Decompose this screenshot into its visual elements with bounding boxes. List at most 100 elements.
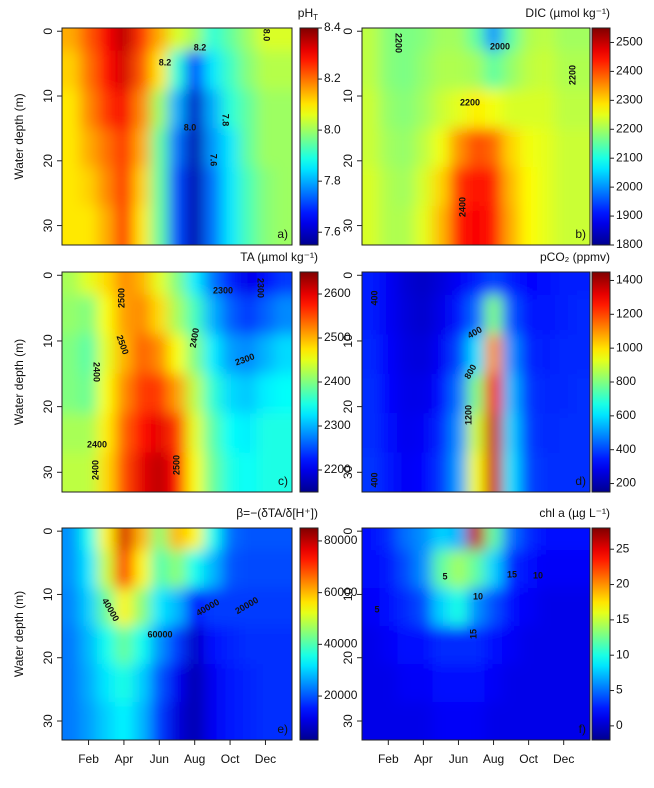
cell bbox=[132, 588, 152, 627]
cell bbox=[185, 206, 205, 245]
cell bbox=[519, 334, 538, 375]
colorbar-tick-label: 2100 bbox=[616, 150, 643, 164]
y-tick-label: 10 bbox=[41, 587, 55, 601]
cell bbox=[397, 626, 416, 665]
cell bbox=[379, 167, 398, 207]
cell bbox=[221, 167, 240, 207]
cell bbox=[467, 272, 486, 296]
cell bbox=[79, 89, 98, 130]
cell bbox=[362, 50, 381, 91]
cell bbox=[203, 702, 222, 740]
heatmap-cells bbox=[62, 28, 292, 245]
cell bbox=[537, 167, 556, 207]
cell bbox=[150, 28, 169, 52]
y-axis-label: Water depth (m) bbox=[12, 339, 26, 425]
cell bbox=[203, 413, 222, 454]
cell bbox=[379, 294, 398, 335]
cell bbox=[414, 588, 433, 627]
cell bbox=[221, 294, 240, 335]
cell bbox=[362, 167, 381, 207]
cell bbox=[221, 272, 240, 296]
cell bbox=[274, 452, 292, 492]
cell bbox=[115, 588, 134, 627]
cell bbox=[537, 89, 556, 130]
cell bbox=[79, 528, 98, 551]
cell bbox=[62, 50, 81, 91]
cell bbox=[379, 89, 398, 130]
cell bbox=[203, 528, 222, 551]
cell bbox=[362, 373, 381, 414]
contour-label: 8.0 bbox=[184, 122, 197, 132]
plot-frame bbox=[361, 527, 591, 741]
cell bbox=[79, 28, 98, 52]
cell bbox=[449, 167, 468, 207]
contour-label: 2500 bbox=[116, 288, 126, 308]
cell bbox=[221, 452, 240, 492]
cell bbox=[537, 702, 556, 740]
cell bbox=[484, 528, 503, 551]
chart-title: chl a (µg L⁻¹) bbox=[539, 506, 610, 520]
cell bbox=[484, 373, 503, 414]
cell bbox=[449, 294, 468, 335]
cell bbox=[572, 588, 590, 627]
cell bbox=[554, 128, 574, 168]
cell bbox=[185, 89, 205, 130]
y-tick-label: 30 bbox=[341, 219, 355, 233]
cell bbox=[97, 167, 116, 207]
cell bbox=[572, 373, 590, 414]
cell bbox=[274, 334, 292, 375]
contour-label: 2300 bbox=[256, 278, 266, 298]
cell bbox=[414, 50, 433, 91]
cell bbox=[185, 626, 205, 665]
cell bbox=[484, 413, 503, 454]
cell bbox=[97, 413, 116, 454]
cell bbox=[132, 452, 152, 492]
cell bbox=[572, 28, 590, 52]
cell bbox=[379, 272, 398, 296]
x-tick-label: Jun bbox=[449, 752, 468, 766]
colorbar-tick-label: 15 bbox=[616, 612, 630, 626]
cell bbox=[238, 413, 258, 454]
cell bbox=[449, 28, 468, 52]
contour-label: 2200 bbox=[567, 65, 577, 85]
cell bbox=[572, 528, 590, 551]
cell bbox=[132, 550, 152, 589]
cell bbox=[554, 294, 574, 335]
cell bbox=[203, 334, 222, 375]
cell bbox=[115, 206, 134, 245]
heatmap bbox=[62, 272, 292, 492]
cell bbox=[397, 167, 416, 207]
cell bbox=[397, 452, 416, 492]
cell bbox=[537, 452, 556, 492]
cell bbox=[379, 334, 398, 375]
cell bbox=[256, 294, 275, 335]
cell bbox=[537, 626, 556, 665]
cell bbox=[519, 702, 538, 740]
chart-title: DIC (µmol kg⁻¹) bbox=[525, 6, 610, 20]
plot-frame bbox=[61, 27, 293, 246]
y-axis-label: Water depth (m) bbox=[12, 93, 26, 179]
cell bbox=[132, 28, 152, 52]
cell bbox=[238, 588, 258, 627]
contour-label: 15 bbox=[507, 569, 517, 579]
cell bbox=[519, 588, 538, 627]
cell bbox=[62, 664, 81, 703]
cell bbox=[554, 413, 574, 454]
colorbar-tick-label: 2400 bbox=[324, 374, 351, 388]
cell bbox=[379, 702, 398, 740]
cell bbox=[397, 528, 416, 551]
cell bbox=[256, 50, 275, 91]
x-tick-label: Apr bbox=[414, 752, 433, 766]
cell bbox=[484, 588, 503, 627]
cell bbox=[432, 626, 451, 665]
cell bbox=[414, 702, 433, 740]
cell bbox=[519, 128, 538, 168]
cell bbox=[79, 206, 98, 245]
cell bbox=[519, 550, 538, 589]
cell bbox=[432, 272, 451, 296]
plot-frame bbox=[361, 27, 591, 246]
heatmap bbox=[62, 528, 292, 740]
colorbar-tick-label: 1200 bbox=[616, 306, 643, 320]
cell bbox=[467, 89, 486, 130]
y-tick-label: 10 bbox=[41, 89, 55, 103]
